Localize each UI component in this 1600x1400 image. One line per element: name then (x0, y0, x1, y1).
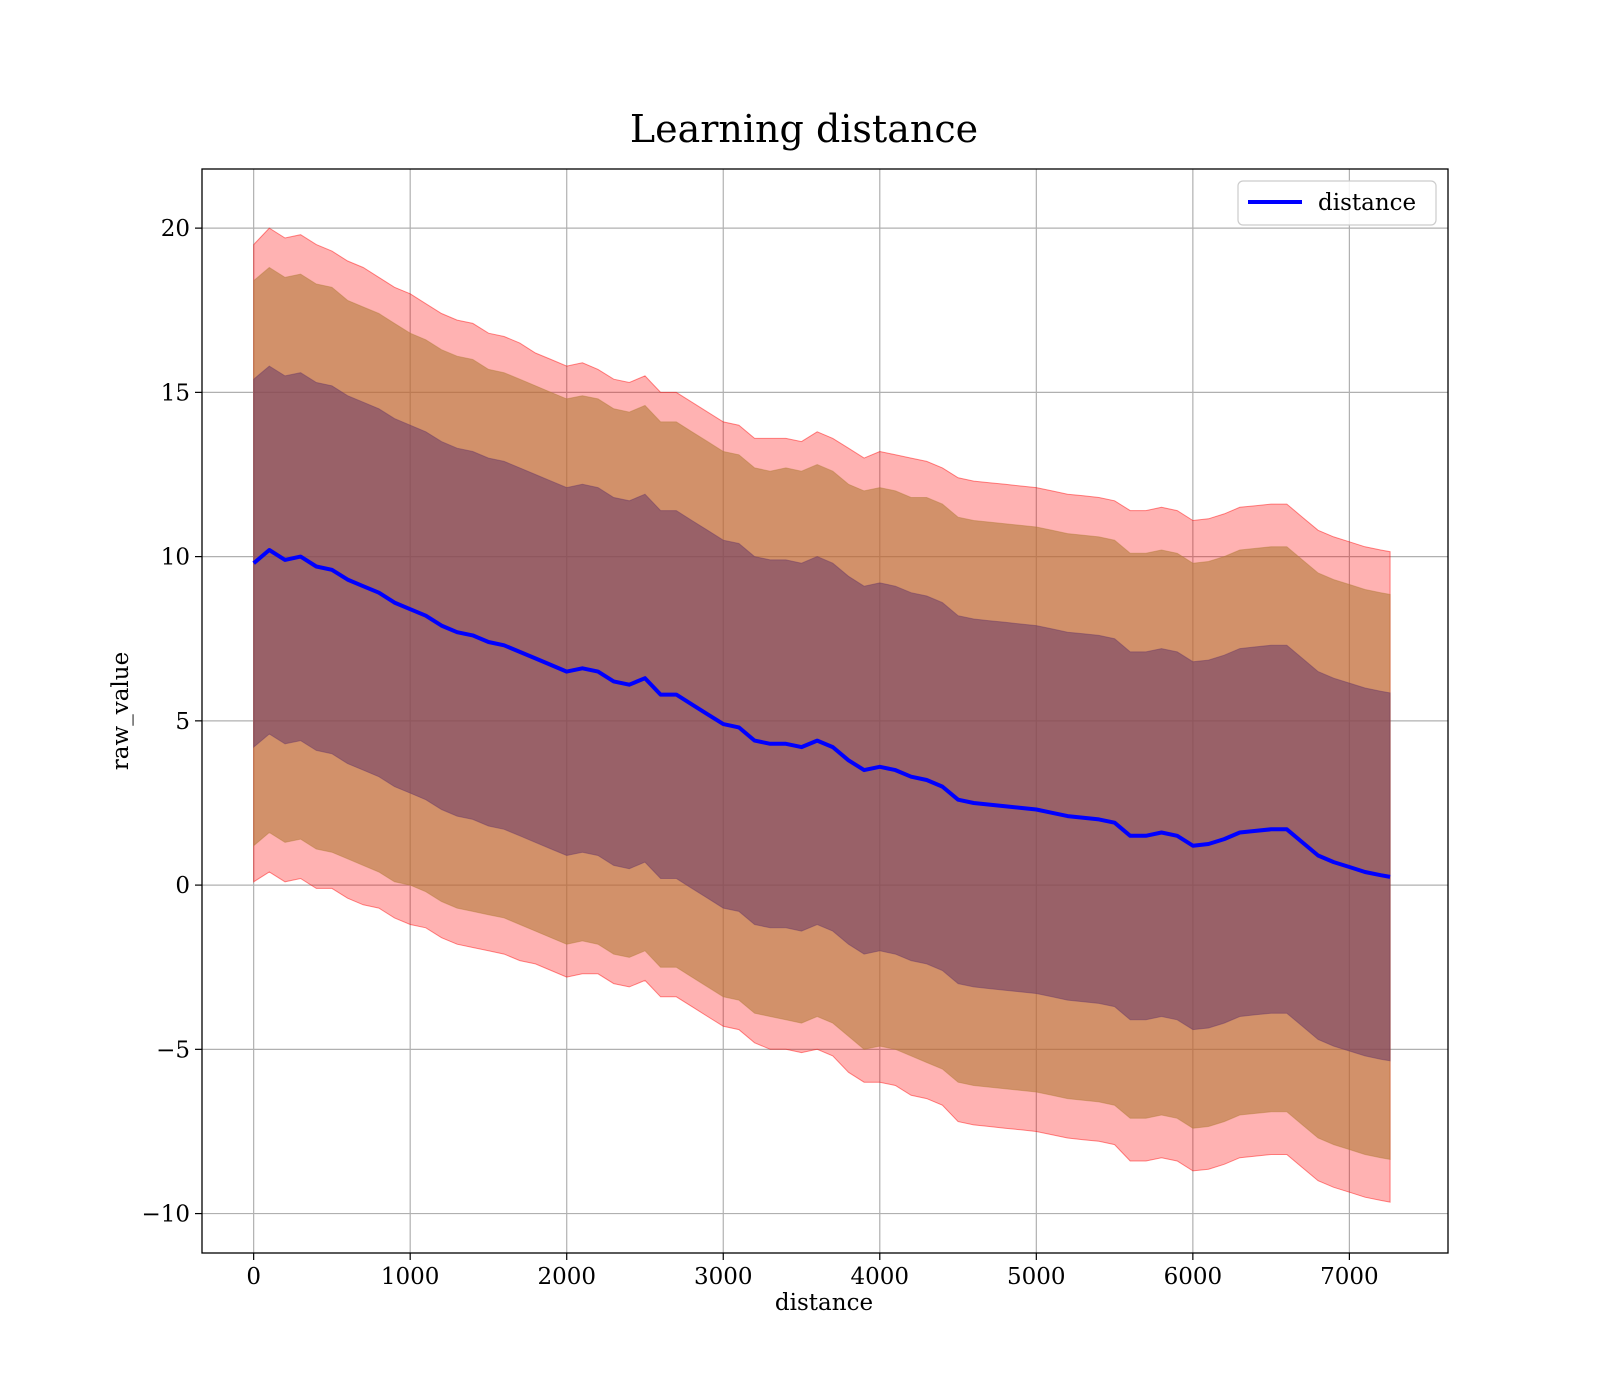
y-tick-label: 10 (161, 545, 190, 571)
x-axis-label: distance (775, 1290, 873, 1316)
x-tick-label: 3000 (694, 1264, 753, 1290)
legend-label-distance: distance (1318, 190, 1416, 216)
y-tick-label: −10 (141, 1202, 190, 1228)
x-tick-label: 4000 (851, 1264, 910, 1290)
series-lines (252, 548, 1391, 879)
x-tick-label: 1000 (381, 1264, 440, 1290)
y-tick-label: 20 (161, 216, 190, 242)
legend-box (1237, 180, 1437, 226)
y-tick-label: 0 (175, 873, 190, 899)
y-tick-label: 5 (175, 709, 190, 735)
chart-title: Learning distance (630, 107, 978, 151)
x-tick-label: 6000 (1164, 1264, 1223, 1290)
x-tick-label: 2000 (537, 1264, 596, 1290)
legend: distance (1237, 180, 1437, 226)
series-line-distance (252, 548, 1391, 879)
axis-ticks: 0 1000 2000 3000 4000 5000 6000 7000 −10 −5 0 5 10 15… (141, 216, 1378, 1290)
y-tick-label: −5 (156, 1037, 190, 1063)
y-axis-label: raw_value (108, 652, 134, 770)
x-tick-label: 7000 (1320, 1264, 1379, 1290)
band-3 (253, 365, 1391, 1062)
x-tick-label: 5000 (1007, 1264, 1066, 1290)
confidence-bands (253, 227, 1391, 1203)
plot-area-frame (201, 168, 1449, 1254)
x-tick-label: 0 (246, 1264, 261, 1290)
y-tick-label: 15 (161, 380, 190, 406)
